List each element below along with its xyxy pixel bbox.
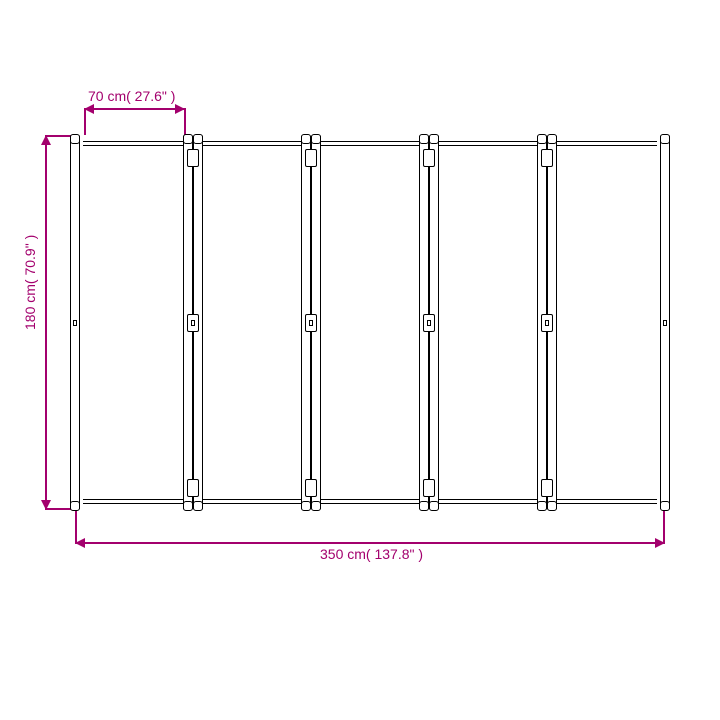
dim-panel-hline (84, 108, 185, 110)
dim-total-arrow-l (75, 538, 85, 548)
hinge (305, 479, 317, 497)
hinge (423, 479, 435, 497)
panel-bar (83, 141, 185, 146)
divider-drawing (75, 135, 665, 510)
hinge (541, 149, 553, 167)
diagram-root: 180 cm( 70.9" ) 70 cm( 27.6" ) 350 cm( 1… (0, 0, 720, 720)
panel-bar (437, 499, 539, 504)
panel-bar (437, 141, 539, 146)
pole-left-end (70, 135, 80, 510)
dim-panel-arrow-l (84, 104, 94, 114)
hinge (305, 149, 317, 167)
panel-bar (555, 499, 657, 504)
dim-total-arrow-r (655, 538, 665, 548)
dim-height-arrow-bot (41, 500, 51, 510)
panel-bar (201, 499, 303, 504)
dim-height-label: 180 cm( 70.9" ) (22, 235, 38, 330)
panel-bar (555, 141, 657, 146)
dim-panel-label: 70 cm( 27.6" ) (88, 88, 175, 104)
dim-total-hline (75, 542, 665, 544)
dim-height-vline (45, 135, 47, 510)
hinge (187, 479, 199, 497)
pole-joint (301, 135, 321, 510)
hinge (187, 149, 199, 167)
pole-joint (183, 135, 203, 510)
pole-joint (537, 135, 557, 510)
panel-bar (319, 499, 421, 504)
dim-total-label: 350 cm( 137.8" ) (320, 546, 423, 562)
dim-height-arrow-top (41, 135, 51, 145)
panel-bar (201, 141, 303, 146)
hinge (423, 149, 435, 167)
pole-joint (419, 135, 439, 510)
panel-bar (319, 141, 421, 146)
pole-right-end (660, 135, 670, 510)
dim-panel-arrow-r (175, 104, 185, 114)
hinge (541, 479, 553, 497)
panel-bar (83, 499, 185, 504)
